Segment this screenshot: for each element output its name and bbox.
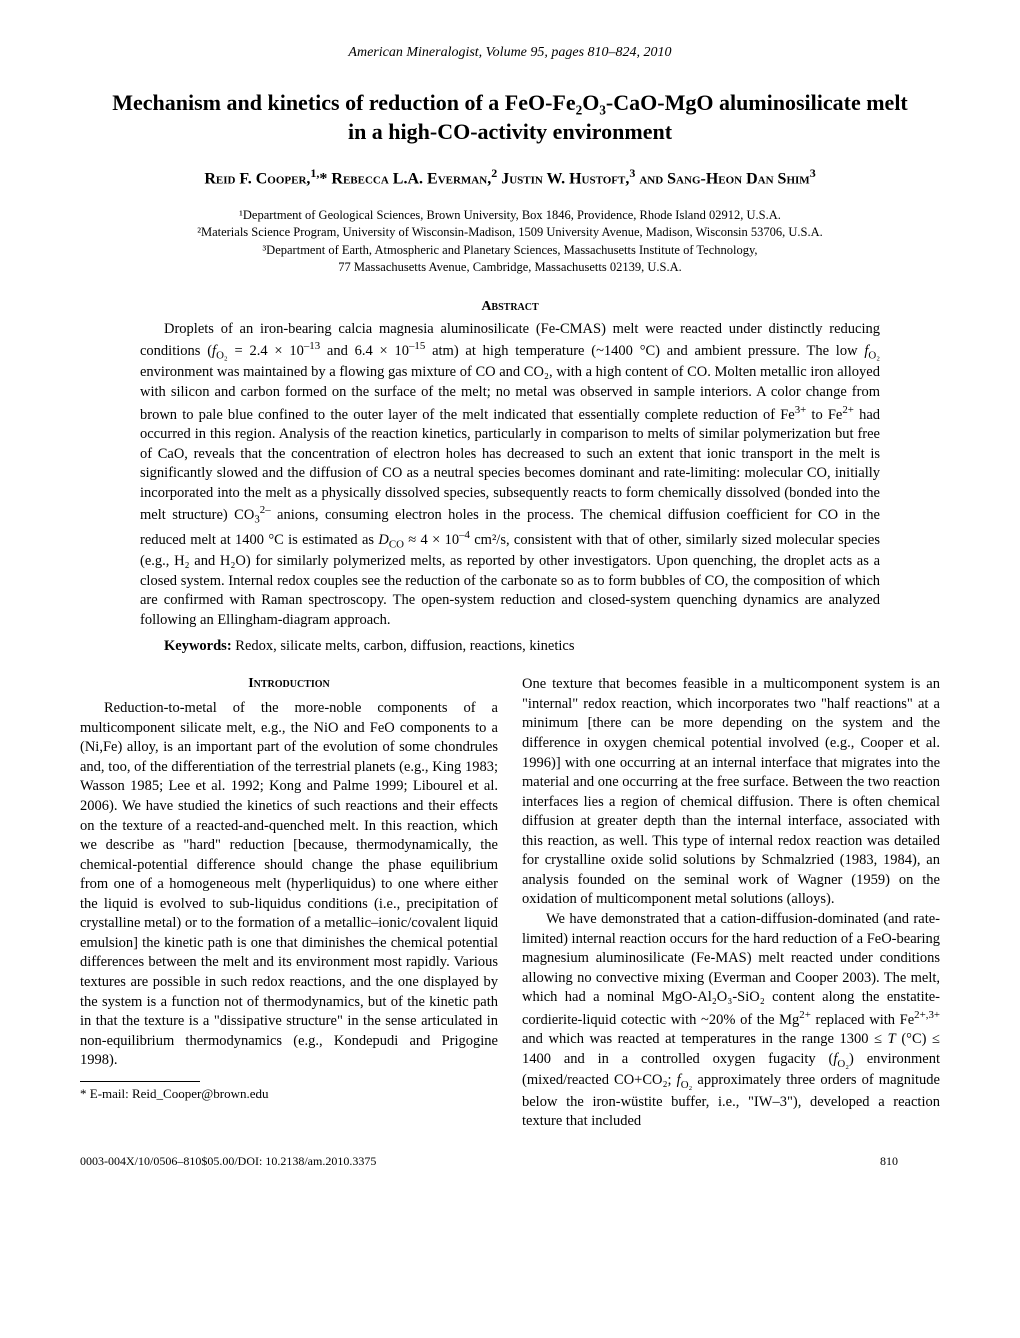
body-columns: Introduction Reduction-to-metal of the m… <box>80 675 940 1132</box>
author-list: Reid F. Cooper,1,* Rebecca L.A. Everman,… <box>80 166 940 188</box>
keywords: Keywords: Redox, silicate melts, carbon,… <box>140 638 880 655</box>
page-footer: 0003-004X/10/0506–810$05.00/DOI: 10.2138… <box>80 1154 940 1169</box>
introduction-heading: Introduction <box>80 675 498 694</box>
corresponding-author-footnote: * E-mail: Reid_Cooper@brown.edu <box>80 1085 498 1103</box>
abstract-heading: Abstract <box>80 299 940 315</box>
affiliation-2: ²Materials Science Program, University o… <box>80 224 940 242</box>
affiliation-3b: 77 Massachusetts Avenue, Cambridge, Mass… <box>80 259 940 277</box>
page-number: 810 <box>654 1154 940 1169</box>
title-line-1: Mechanism and kinetics of reduction of a… <box>112 90 908 115</box>
journal-header: American Mineralogist, Volume 95, pages … <box>80 45 940 61</box>
affiliation-1: ¹Department of Geological Sciences, Brow… <box>80 207 940 225</box>
keywords-text: Redox, silicate melts, carbon, diffusion… <box>232 638 575 654</box>
footnote-separator <box>80 1081 200 1082</box>
intro-paragraph-3: We have demonstrated that a cation-diffu… <box>522 910 940 1132</box>
doi-line: 0003-004X/10/0506–810$05.00/DOI: 10.2138… <box>80 1154 654 1169</box>
affiliation-3: ³Department of Earth, Atmospheric and Pl… <box>80 242 940 260</box>
intro-paragraph-1: Reduction-to-metal of the more-noble com… <box>80 699 498 1071</box>
keywords-label: Keywords: <box>164 638 232 654</box>
abstract-body: Droplets of an iron-bearing calcia magne… <box>140 320 880 631</box>
intro-paragraph-2: One texture that becomes feasible in a m… <box>522 675 940 910</box>
affiliations: ¹Department of Geological Sciences, Brow… <box>80 207 940 277</box>
title-line-2: in a high-CO-activity environment <box>348 119 672 144</box>
article-title: Mechanism and kinetics of reduction of a… <box>80 89 940 146</box>
